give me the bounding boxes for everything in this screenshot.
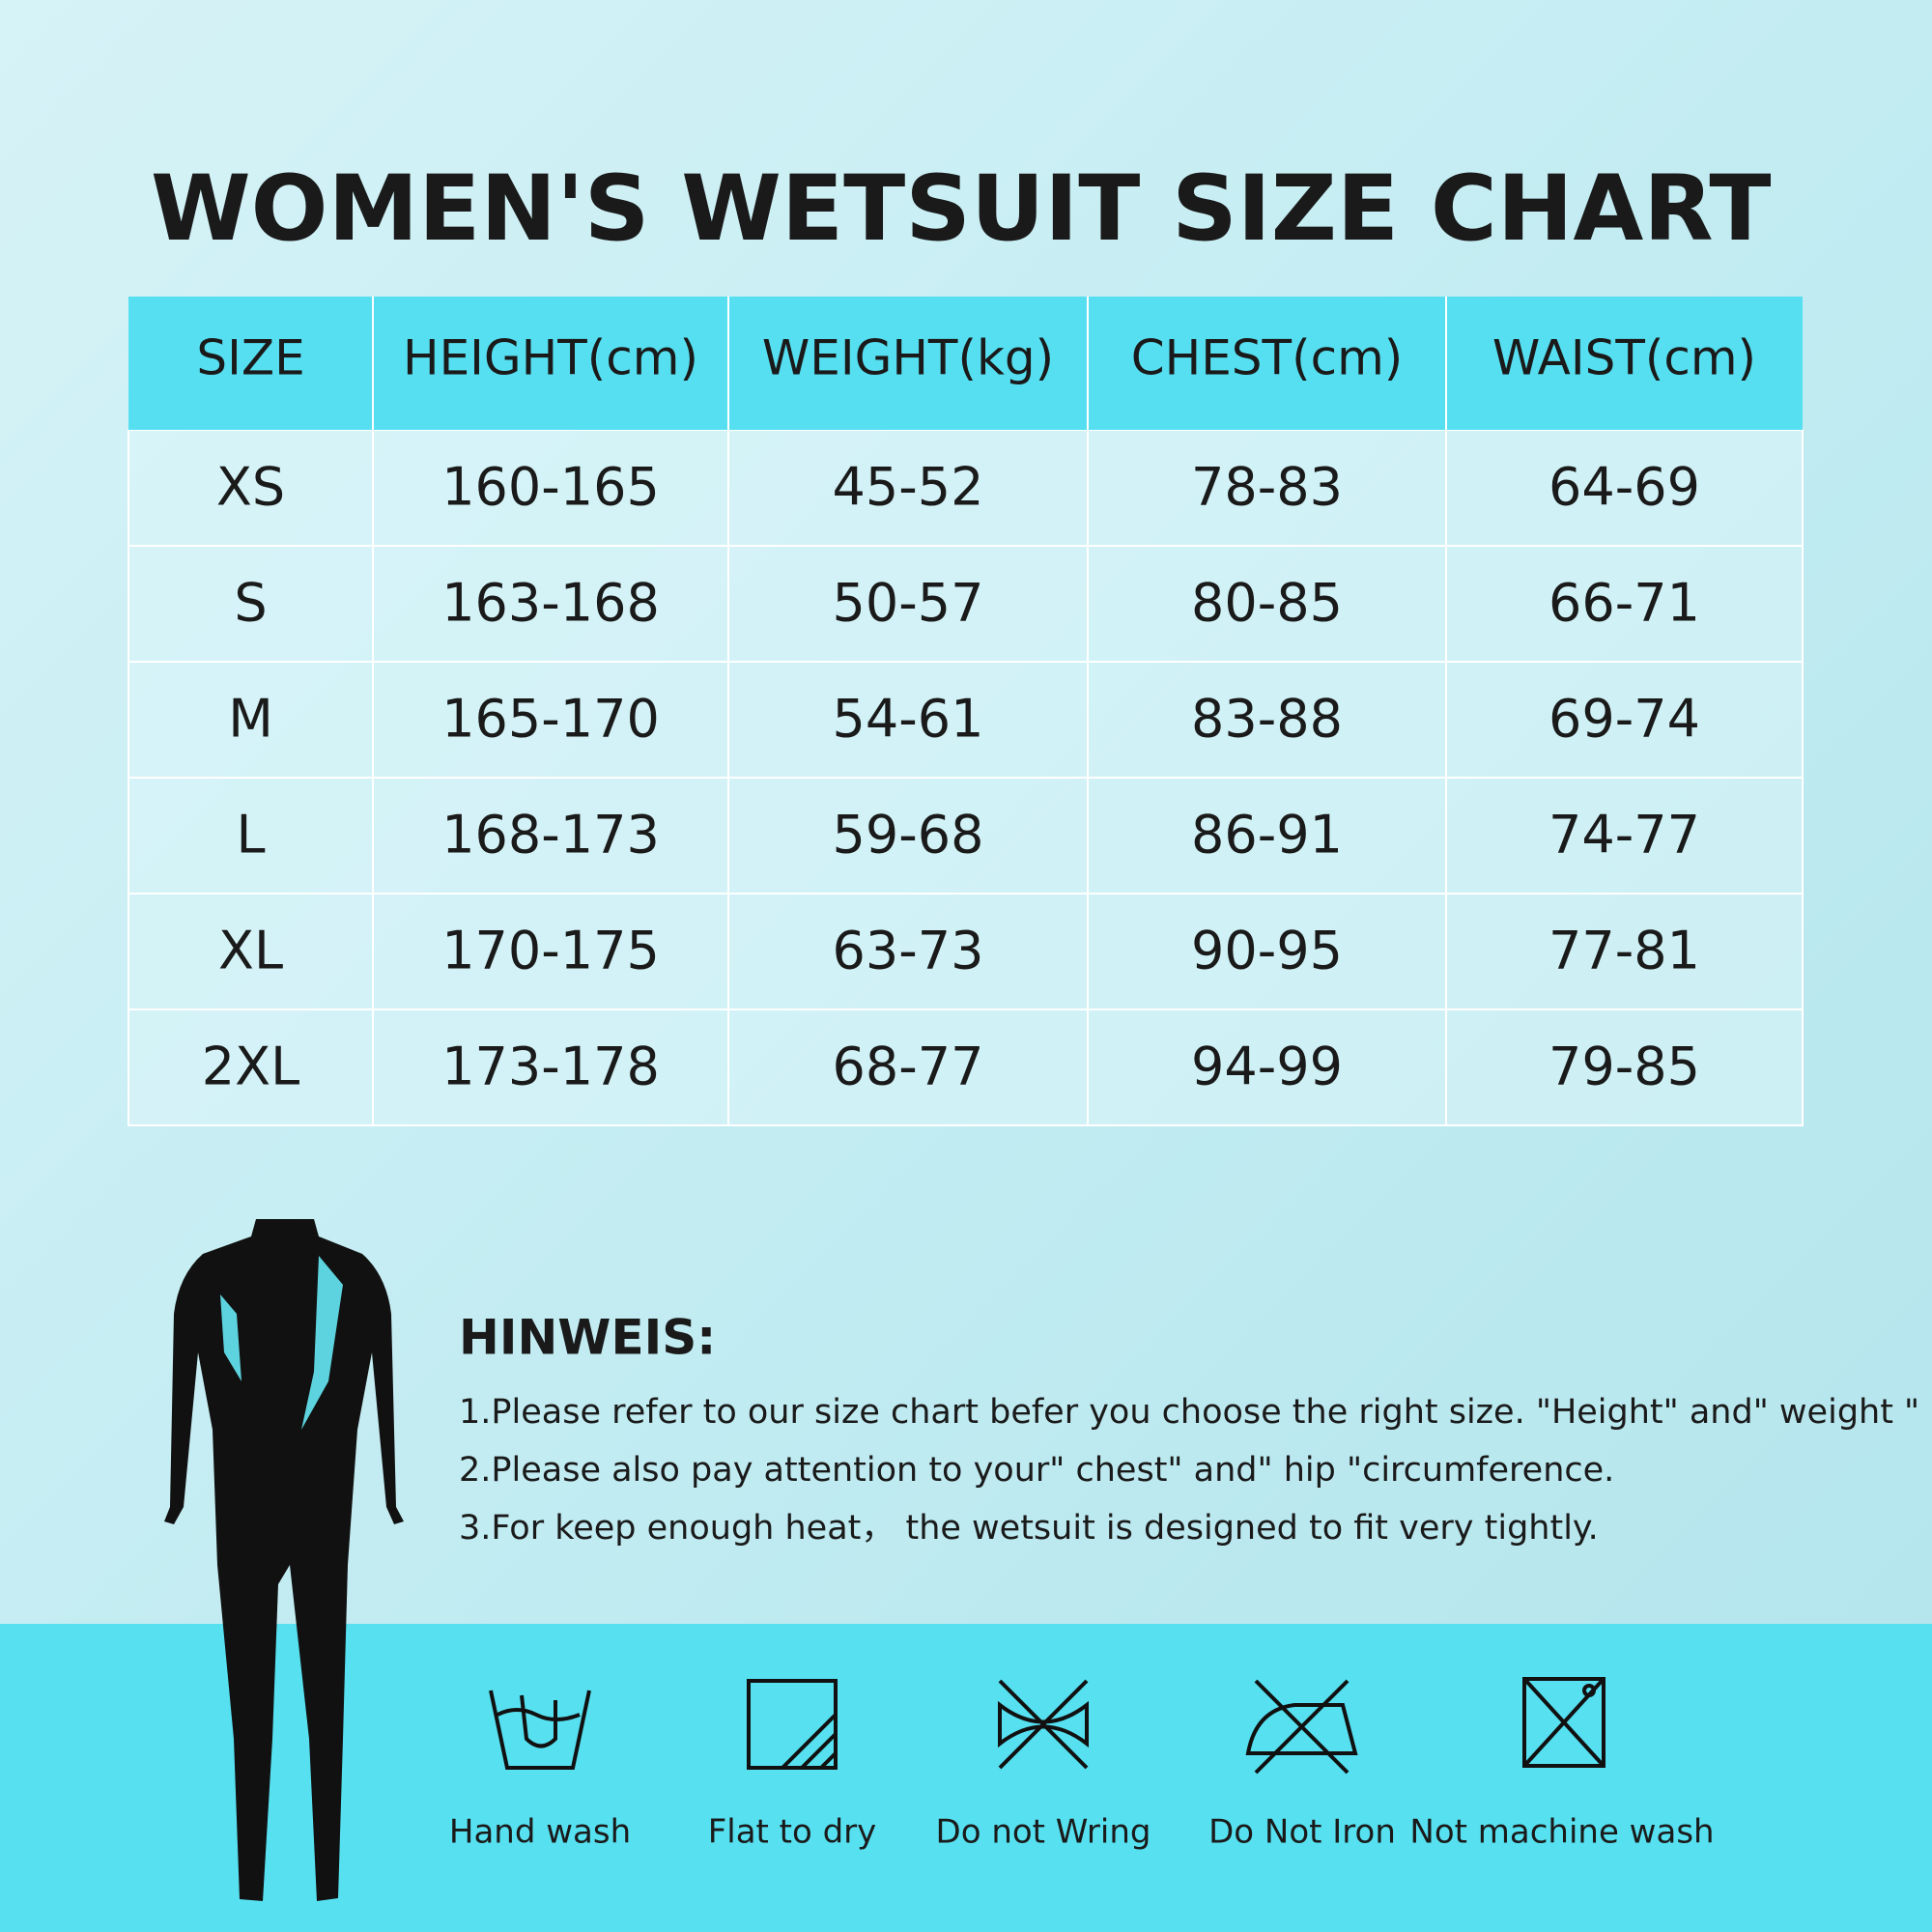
note-line: 3.For keep enough heat， the wetsuit is d… — [459, 1509, 1599, 1548]
table-cell: M — [228, 689, 273, 750]
icon-no-wring — [998, 1679, 1089, 1770]
column-header: HEIGHT(cm) — [403, 330, 698, 386]
notes: 1.Please refer to our size chart befer y… — [459, 1393, 1919, 1548]
table-cell: 50-57 — [833, 573, 984, 634]
size-table: SIZE HEIGHT(cm) WEIGHT(kg) CHEST(cm) WAIST(c… — [128, 297, 1804, 1126]
column-header: CHEST(cm) — [1131, 330, 1404, 386]
table-cell: 64-69 — [1548, 457, 1700, 518]
care-labels: Hand wash Flat to dry Do not Wring Do Not I… — [449, 1813, 1715, 1852]
notes-title: HINWEIS: — [459, 1310, 716, 1366]
icon-hand-wash — [489, 1690, 591, 1770]
table-cell: 77-81 — [1548, 921, 1700, 981]
icon-no-machine-wash — [1522, 1677, 1605, 1768]
care-label: Hand wash — [449, 1813, 631, 1852]
table-cell: 90-95 — [1191, 921, 1343, 981]
table-cell: 160-165 — [441, 457, 660, 518]
care-label: Do not Wring — [936, 1813, 1151, 1852]
table-cell: 2XL — [202, 1037, 299, 1097]
column-header: WEIGHT(kg) — [762, 330, 1054, 386]
table-cell: 69-74 — [1548, 689, 1700, 750]
note-line: 2.Please also pay attention to your" che… — [459, 1451, 1614, 1490]
table-cell: 54-61 — [833, 689, 984, 750]
wetsuit-illustration — [164, 1219, 404, 1901]
care-label: Flat to dry — [708, 1813, 877, 1852]
care-label: Do Not Iron — [1208, 1813, 1396, 1852]
table-cell: 170-175 — [441, 921, 660, 981]
care-band — [0, 1624, 1932, 1932]
table-cell: 165-170 — [441, 689, 660, 750]
table-cell: 83-88 — [1191, 689, 1343, 750]
table-cell: 74-77 — [1548, 805, 1700, 866]
table-cell: 80-85 — [1191, 573, 1343, 634]
table-cell: 168-173 — [441, 805, 660, 866]
table-cell: 94-99 — [1191, 1037, 1343, 1097]
table-cell: 86-91 — [1191, 805, 1343, 866]
table-cell: XS — [216, 457, 285, 518]
care-label: Not machine wash — [1409, 1813, 1714, 1852]
title: WOMEN'S WETSUIT SIZE CHART — [151, 156, 1772, 262]
table-cell: 163-168 — [441, 573, 660, 634]
table-cell: 59-68 — [833, 805, 984, 866]
care-icons — [489, 1677, 1605, 1775]
table-cell: 78-83 — [1191, 457, 1343, 518]
table-cell: XL — [218, 921, 283, 981]
table-cell: 173-178 — [441, 1037, 660, 1097]
column-header: WAIST(cm) — [1492, 330, 1756, 386]
table-header-bg — [128, 297, 1803, 430]
icon-flat-dry — [747, 1679, 838, 1770]
table-cell: 63-73 — [833, 921, 984, 981]
note-line: 1.Please refer to our size chart befer y… — [459, 1393, 1919, 1432]
table-cell: 79-85 — [1548, 1037, 1700, 1097]
table-cell: S — [234, 573, 267, 634]
table-cell: 45-52 — [833, 457, 984, 518]
column-header: SIZE — [196, 330, 304, 386]
table-cell: L — [236, 805, 265, 866]
table-cell: 68-77 — [833, 1037, 984, 1097]
table-cell: 66-71 — [1548, 573, 1700, 634]
icon-no-iron — [1245, 1679, 1358, 1775]
